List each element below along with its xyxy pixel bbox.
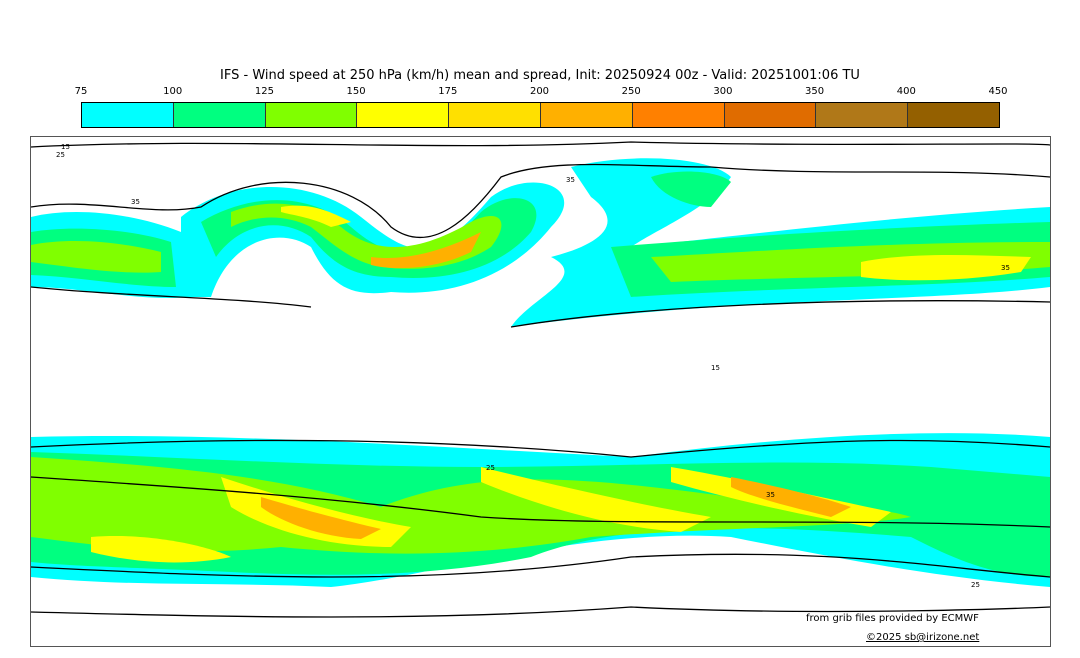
contour-label: 35 [566,176,575,184]
colorbar-ticks: 75 100 125 150 175 200 250 300 350 400 4… [75,86,1008,98]
contour-label: 35 [766,491,775,499]
chart-title: IFS - Wind speed at 250 hPa (km/h) mean … [220,68,860,83]
jet-eurasia [511,158,1050,327]
contour-label: 25 [971,581,980,589]
tick: 250 [621,86,641,97]
colorbar-swatch [82,103,174,127]
contour-label: 35 [131,198,140,206]
colorbar-swatch [449,103,541,127]
jet-north-america-atlantic [181,182,565,297]
copyright: ©2025 sb@irizone.net [866,632,980,643]
mean-contours [30,141,1051,618]
colorbar-swatch [816,103,909,127]
colorbar-swatch [265,103,358,127]
tick: 200 [529,86,550,97]
contour-label: 35 [1001,264,1010,272]
tick: 400 [896,86,916,97]
wind-map: 15 25 35 35 15 25 35 35 25 [30,136,1051,647]
colorbar [81,102,1000,128]
contour-label: 15 [61,143,70,151]
contour-label: 25 [486,464,495,472]
colorbar-swatch [724,103,817,127]
tick: 175 [438,86,458,97]
jet-southern-hemisphere [31,433,1050,587]
colorbar-swatch [173,103,266,127]
contour-label: 25 [56,151,65,159]
contour-label: 15 [711,364,720,372]
colorbar-swatch [908,103,999,127]
jet-northern-pacific-west [31,212,191,299]
tick: 75 [74,86,88,97]
tick: 150 [346,86,366,97]
tick: 125 [254,86,274,97]
colorbar-swatch [632,103,725,127]
colorbar-swatch [357,103,450,127]
tick: 100 [163,86,183,97]
colorbar-swatch [540,103,633,127]
source-credit: from grib files provided by ECMWF [806,613,979,624]
tick: 300 [713,86,733,97]
tick: 450 [988,86,1008,97]
tick: 350 [805,86,825,97]
